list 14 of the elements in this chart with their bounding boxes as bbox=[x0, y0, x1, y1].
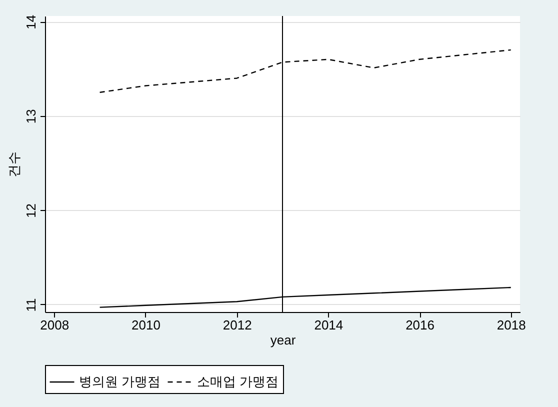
x-tick-label: 2012 bbox=[222, 318, 252, 332]
x-tick-label: 2018 bbox=[496, 318, 526, 332]
x-axis-title: year bbox=[270, 332, 296, 348]
x-tick-label: 2008 bbox=[40, 318, 70, 332]
y-axis-title: 건수 bbox=[6, 152, 22, 178]
x-tick-label: 2016 bbox=[406, 318, 434, 332]
legend-label: 병의원 가맹점 bbox=[79, 374, 161, 389]
legend-label: 소매업 가맹점 bbox=[197, 374, 279, 389]
x-tick-label: 2014 bbox=[314, 318, 344, 332]
y-tick-label: 11 bbox=[24, 298, 38, 312]
x-tick-label: 2010 bbox=[132, 318, 160, 332]
y-tick-label: 12 bbox=[24, 203, 38, 218]
y-tick-label: 13 bbox=[24, 109, 38, 124]
y-tick-label: 14 bbox=[24, 14, 38, 30]
